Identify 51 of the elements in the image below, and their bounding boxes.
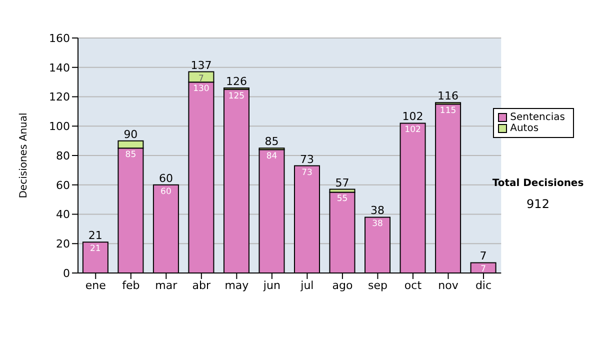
- data-label: 55: [336, 194, 348, 204]
- x-tick-label: mar: [155, 278, 178, 292]
- y-tick-label: 140: [49, 61, 70, 74]
- total-label: 126: [226, 74, 247, 88]
- legend-label: Sentencias: [510, 112, 565, 123]
- data-label: 102: [404, 125, 421, 136]
- x-tick-label: ene: [85, 278, 106, 292]
- total-label: 90: [124, 128, 138, 141]
- annotation: Total Decisiones: [491, 178, 585, 189]
- x-tick-label: abr: [192, 278, 212, 292]
- text: 912: [526, 197, 550, 211]
- data-label: 85: [125, 150, 136, 160]
- total-label: 73: [300, 152, 314, 166]
- y-tick-label: 80: [56, 149, 70, 162]
- data-label: 73: [302, 168, 312, 178]
- y-tick-label: 160: [49, 32, 70, 45]
- data-label: 84: [266, 152, 278, 162]
- x-tick-label: feb: [122, 278, 140, 292]
- x-tick-label: ago: [332, 278, 353, 292]
- total-label: 102: [402, 110, 424, 124]
- x-tick-label: jul: [300, 278, 314, 292]
- y-tick-label: 20: [56, 238, 70, 251]
- total-label: 38: [370, 204, 385, 218]
- y-axis-title: Decisiones Anual: [18, 112, 30, 198]
- x-tick-label: nov: [438, 278, 459, 292]
- x-tick-label: oct: [404, 278, 422, 292]
- data-label: 7: [480, 264, 486, 275]
- data-label: 115: [440, 106, 456, 116]
- total-label: 85: [264, 135, 279, 148]
- total-label: 137: [190, 58, 212, 72]
- x-tick-label: may: [224, 278, 250, 292]
- x-tick-label: dic: [475, 278, 492, 292]
- y-tick-label: 40: [56, 208, 70, 222]
- total-label: 21: [88, 229, 102, 242]
- x-tick-label: jun: [262, 278, 280, 292]
- y-tick-label: 0: [63, 266, 70, 280]
- y-tick-label: 100: [49, 120, 70, 134]
- data-label: 38: [372, 219, 383, 230]
- total-label: 116: [438, 90, 459, 103]
- total-label: 7: [480, 250, 487, 263]
- data-label: 21: [90, 244, 101, 254]
- data-label: 125: [228, 91, 245, 102]
- y-tick-label: 120: [49, 90, 70, 104]
- data-label: 7: [198, 74, 204, 84]
- data-label: 60: [160, 186, 172, 197]
- legend-label: Autos: [510, 123, 539, 134]
- data-label: 130: [193, 84, 210, 94]
- y-tick-label: 60: [56, 178, 70, 192]
- x-tick-label: sep: [368, 278, 388, 292]
- total-label: 60: [158, 172, 173, 185]
- total-label: 57: [335, 176, 350, 190]
